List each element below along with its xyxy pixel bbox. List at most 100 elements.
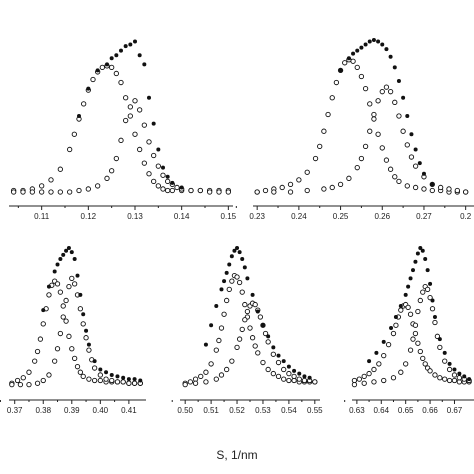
data-point-filled — [430, 298, 435, 303]
data-point-open — [387, 166, 394, 172]
data-point-open — [151, 152, 157, 159]
data-point-open — [351, 381, 358, 388]
data-point-open — [34, 380, 41, 386]
data-point-open — [337, 181, 344, 188]
data-point-open — [244, 308, 251, 315]
data-point-open — [151, 178, 157, 185]
data-point-filled — [242, 265, 247, 270]
data-point-open — [60, 303, 66, 309]
data-point-filled — [423, 257, 428, 262]
data-point-open — [371, 379, 377, 385]
series-3 — [367, 246, 472, 382]
x-tick-label: 0.67 — [447, 406, 463, 415]
data-point-open — [260, 359, 266, 366]
data-point-open — [99, 64, 105, 71]
data-point-open — [123, 117, 129, 124]
data-point-open — [362, 85, 369, 92]
data-point-filled — [281, 359, 286, 364]
series-2 — [254, 84, 469, 195]
data-point-filled — [161, 165, 165, 170]
data-point-open — [118, 137, 124, 143]
data-point-filled — [237, 250, 242, 255]
data-point-filled — [338, 68, 343, 73]
data-point-open — [85, 186, 91, 192]
x-tick-label: 0.12 — [81, 212, 97, 221]
series-1 — [351, 301, 472, 385]
data-point-open — [379, 145, 385, 151]
series-1 — [254, 57, 469, 195]
data-point-open — [437, 375, 443, 381]
data-point-open — [407, 311, 414, 317]
data-point-open — [403, 361, 409, 367]
data-point-filled — [132, 377, 137, 382]
data-point-filled — [408, 276, 413, 281]
data-point-open — [446, 366, 453, 373]
data-point-open — [325, 111, 331, 118]
data-point-open — [291, 373, 297, 379]
data-point-open — [252, 301, 258, 308]
x-tick-label: 0.14 — [174, 212, 190, 221]
data-point-open — [132, 131, 138, 137]
data-point-filled — [405, 114, 410, 118]
data-point-filled — [457, 371, 462, 376]
data-point-open — [37, 336, 44, 342]
data-point-open — [109, 168, 115, 174]
data-point-filled — [415, 251, 420, 256]
data-point-open — [123, 95, 129, 101]
data-point-open — [287, 181, 294, 188]
data-point-open — [155, 163, 161, 169]
data-point-open — [371, 111, 377, 118]
panel-bottom-left: 0.37 0.38 0.39 0.40 0.41 — [0, 246, 146, 415]
data-point-filled — [123, 44, 128, 49]
data-point-filled — [128, 42, 133, 47]
data-point-open — [57, 289, 64, 295]
data-point-filled — [64, 248, 69, 253]
data-point-open — [432, 372, 438, 378]
data-point-open — [287, 189, 294, 195]
data-point-open — [114, 379, 121, 385]
data-point-filled — [430, 182, 435, 187]
data-point-filled — [307, 375, 312, 380]
x-tick-label: 0.23 — [249, 212, 265, 221]
panel-bottom-middle: 0.50 0.51 0.52 0.53 0.54 0.55 — [171, 246, 323, 415]
data-point-open — [40, 321, 46, 327]
data-point-open — [356, 376, 362, 382]
data-point-open — [137, 107, 143, 113]
data-point-filled — [367, 39, 372, 44]
data-point-open — [118, 79, 124, 86]
data-point-open — [208, 361, 214, 367]
data-point-open — [390, 330, 397, 337]
data-point-open — [367, 128, 373, 134]
data-point-open — [86, 347, 92, 353]
data-point-open — [69, 346, 75, 352]
data-point-filled — [413, 259, 418, 264]
data-point-filled — [179, 185, 184, 190]
x-tick-label: 0.15 — [221, 212, 237, 221]
data-point-open — [417, 348, 423, 355]
data-point-open — [376, 361, 382, 367]
data-point-open — [296, 177, 302, 183]
data-point-open — [392, 99, 398, 105]
data-point-open — [321, 186, 327, 192]
data-point-open — [371, 366, 377, 373]
data-point-open — [203, 379, 209, 385]
data-point-open — [451, 377, 458, 384]
data-point-open — [69, 275, 75, 282]
data-point-open — [270, 351, 276, 357]
data-point-filled — [403, 292, 408, 297]
series-1 — [182, 272, 318, 386]
panel-top-right: 0.23 0.24 0.25 0.26 0.27 0.2 — [235, 38, 474, 221]
series-2 — [9, 275, 143, 388]
data-point-open — [97, 377, 103, 384]
data-point-filled — [240, 257, 245, 262]
data-point-open — [375, 131, 381, 137]
data-point-open — [383, 157, 390, 163]
data-point-filled — [133, 39, 137, 44]
data-point-filled — [77, 114, 81, 118]
data-point-open — [52, 358, 58, 364]
series-2 — [11, 98, 231, 195]
data-point-open — [57, 189, 63, 195]
data-point-open — [350, 58, 356, 64]
data-point-open — [239, 326, 245, 333]
data-point-open — [229, 358, 235, 364]
